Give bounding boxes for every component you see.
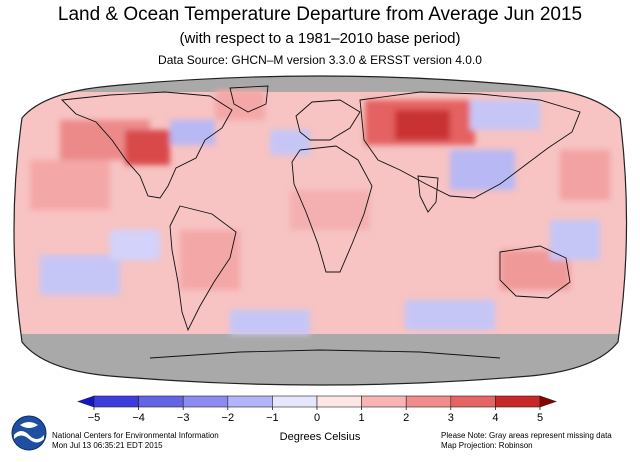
generated-timestamp: Mon Jul 13 06:35:21 EDT 2015 xyxy=(52,441,163,450)
colorbar-tick-label: 3 xyxy=(448,412,454,424)
data-source-label: Data Source: GHCN–M version 3.3.0 & ERSS… xyxy=(158,53,482,67)
colorbar-tick-label: −2 xyxy=(222,412,235,424)
africa-outline xyxy=(291,145,373,273)
map-subtitle: (with respect to a 1981–2010 base period… xyxy=(179,30,461,47)
asia-outline xyxy=(359,91,581,199)
colorbar-cell xyxy=(182,395,229,408)
antarctica-outline xyxy=(149,349,501,359)
colorbar-tick-label: −1 xyxy=(266,412,279,424)
australia-outline xyxy=(499,245,571,299)
projection-note: Map Projection: Robinson xyxy=(441,441,533,450)
north-america-outline xyxy=(61,91,233,199)
colorbar-tick-label: 4 xyxy=(492,412,498,424)
india-outline xyxy=(417,175,439,213)
colorbar-cell xyxy=(316,395,362,408)
colorbar-cell xyxy=(227,395,273,408)
colorbar-cell xyxy=(450,395,496,408)
colorbar-ticks: −5 −4 −3 −2 −1 0 1 2 3 4 5 xyxy=(88,407,543,424)
map-notes: Please Note: Gray areas represent missin… xyxy=(441,431,612,451)
colorbar-tick-label: 2 xyxy=(403,412,409,424)
colorbar-cells xyxy=(77,395,557,408)
noaa-logo-icon xyxy=(11,415,47,451)
colorbar-cell xyxy=(272,395,318,408)
colorbar-cell xyxy=(93,395,139,408)
south-america-outline xyxy=(169,205,237,332)
colorbar-cell xyxy=(495,395,541,408)
colorbar-tick-label: 1 xyxy=(359,412,365,424)
colorbar-cell xyxy=(539,395,557,408)
continent-outlines xyxy=(61,85,581,359)
colorbar-cell xyxy=(361,395,407,408)
greenland-outline xyxy=(229,85,269,113)
colorbar-tick-label: −4 xyxy=(132,412,145,424)
colorbar-tick-label: 0 xyxy=(314,412,320,424)
colorbar-tick-label: 5 xyxy=(537,412,543,424)
organization-name: National Centers for Environmental Infor… xyxy=(52,431,219,440)
missing-data-note: Please Note: Gray areas represent missin… xyxy=(441,431,612,440)
colorbar-cell xyxy=(405,395,452,408)
colorbar-cell xyxy=(77,395,95,408)
colorbar-tick-label: −3 xyxy=(177,412,190,424)
organization-credit: National Centers for Environmental Infor… xyxy=(52,431,219,451)
europe-outline xyxy=(295,99,361,141)
anomaly-patches xyxy=(30,90,610,335)
map-title: Land & Ocean Temperature Departure from … xyxy=(57,4,583,25)
colorbar-cell xyxy=(138,395,184,408)
units-label: Degrees Celsius xyxy=(279,431,361,443)
colorbar-tick-label: −5 xyxy=(88,412,101,424)
